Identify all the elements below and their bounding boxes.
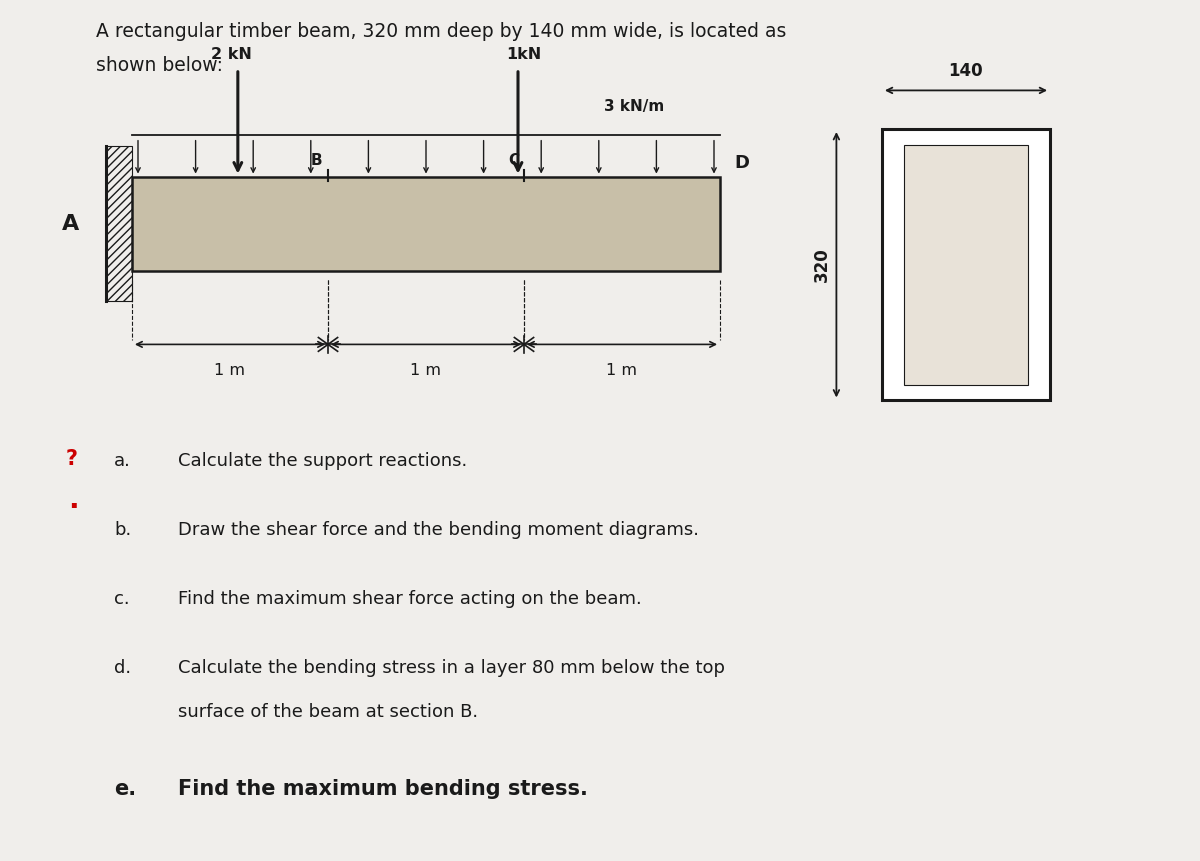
Text: Calculate the bending stress in a layer 80 mm below the top: Calculate the bending stress in a layer …	[178, 659, 725, 677]
Text: ?: ?	[66, 449, 78, 469]
Text: D: D	[734, 154, 749, 172]
Text: 3 kN/m: 3 kN/m	[604, 99, 664, 114]
Text: 2 kN: 2 kN	[211, 47, 252, 62]
Text: b.: b.	[114, 521, 131, 539]
Text: d.: d.	[114, 659, 131, 677]
Text: shown below:: shown below:	[96, 56, 223, 75]
Text: 1 m: 1 m	[215, 363, 246, 378]
Text: 320: 320	[812, 247, 830, 282]
Bar	[904, 145, 1028, 385]
Bar	[106, 146, 132, 301]
Text: 1kN: 1kN	[506, 47, 541, 62]
Text: B: B	[311, 153, 322, 168]
Text: a.: a.	[114, 452, 131, 470]
Text: surface of the beam at section B.: surface of the beam at section B.	[178, 703, 478, 722]
Text: e.: e.	[114, 779, 136, 799]
Text: c.: c.	[114, 590, 130, 608]
Bar	[132, 177, 720, 271]
Text: A: A	[62, 214, 79, 234]
Text: .: .	[68, 486, 79, 515]
Text: 140: 140	[949, 62, 983, 80]
Text: 1 m: 1 m	[606, 363, 637, 378]
Text: Find the maximum bending stress.: Find the maximum bending stress.	[178, 779, 588, 799]
Text: A rectangular timber beam, 320 mm deep by 140 mm wide, is located as: A rectangular timber beam, 320 mm deep b…	[96, 22, 786, 40]
Bar	[882, 129, 1050, 400]
Text: Draw the shear force and the bending moment diagrams.: Draw the shear force and the bending mom…	[178, 521, 698, 539]
Text: Find the maximum shear force acting on the beam.: Find the maximum shear force acting on t…	[178, 590, 641, 608]
Text: 1 m: 1 m	[410, 363, 442, 378]
Text: Calculate the support reactions.: Calculate the support reactions.	[178, 452, 467, 470]
Text: C: C	[508, 153, 520, 168]
